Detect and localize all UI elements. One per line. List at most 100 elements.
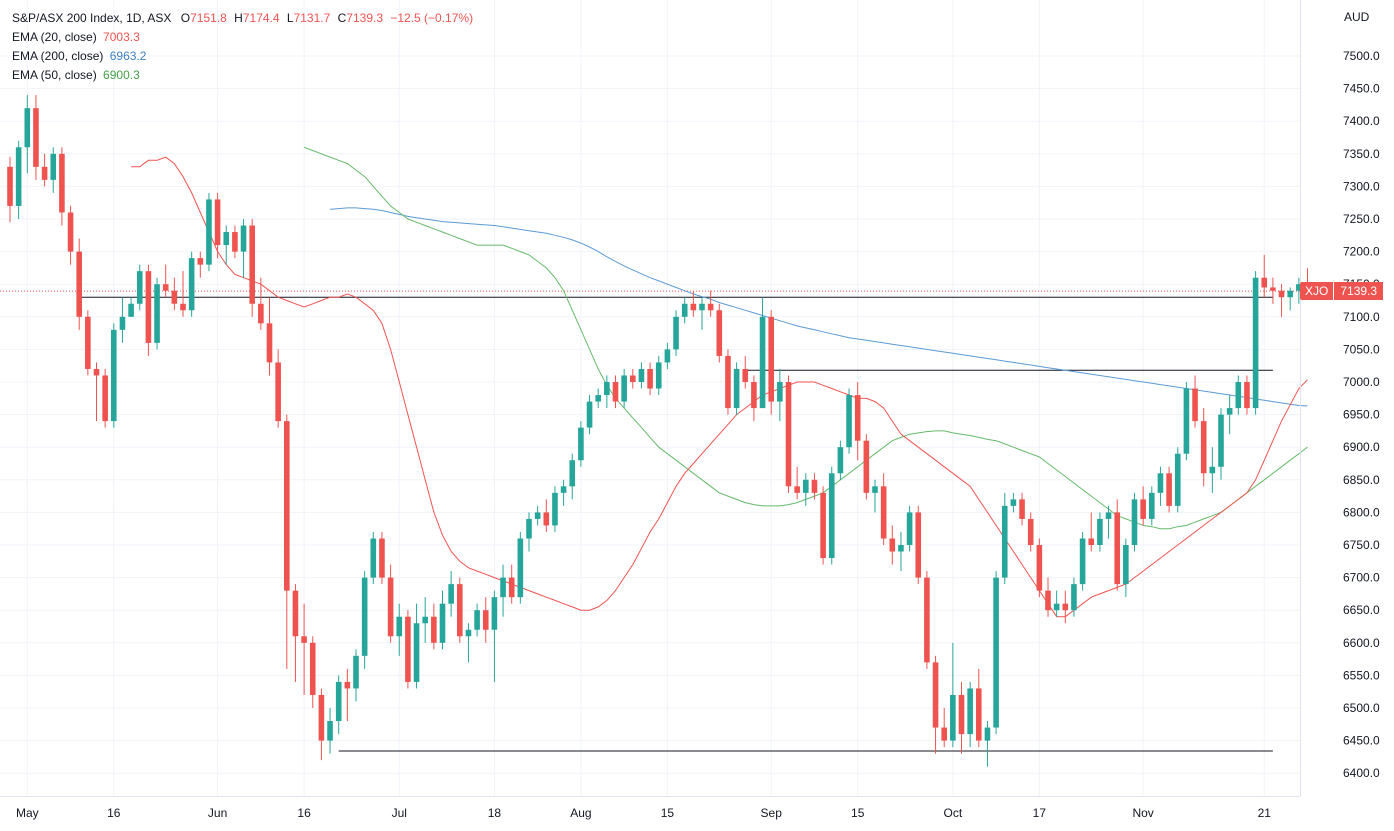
price-tick-label: 6450.0	[1343, 734, 1380, 748]
candle	[785, 375, 792, 493]
candle-body	[612, 382, 619, 402]
candle	[1209, 447, 1216, 493]
candle	[465, 623, 472, 663]
candle-body	[275, 362, 281, 422]
candle-body	[1027, 518, 1034, 545]
price-tick-label: 6800.0	[1343, 505, 1380, 519]
price-tick-label: 6600.0	[1343, 636, 1380, 650]
candle-body	[742, 368, 749, 382]
candle-body	[803, 479, 809, 493]
candle	[1053, 590, 1060, 617]
candle-body	[482, 610, 489, 630]
legend-ema20-row[interactable]: EMA (20, close) 7003.3	[12, 28, 473, 47]
candle	[76, 238, 82, 330]
candle	[1270, 277, 1276, 304]
candle	[707, 290, 714, 317]
time-tick-label: Nov	[1132, 806, 1153, 820]
legend-title: S&P/ASX 200 Index, 1D, ASX	[12, 11, 172, 25]
candle-body	[820, 492, 826, 559]
candle	[941, 708, 947, 748]
candle-body	[344, 681, 351, 689]
candle	[1027, 512, 1034, 552]
candle-body	[1131, 499, 1138, 545]
legend-close: 7139.3	[346, 11, 383, 25]
candle	[794, 466, 800, 500]
candle	[344, 668, 351, 722]
candle	[335, 675, 342, 735]
price-tick-label: 6650.0	[1343, 603, 1380, 617]
currency-label[interactable]: AUD	[1344, 10, 1370, 24]
candle-body	[1157, 473, 1164, 493]
candle-body	[266, 323, 273, 363]
candle-body	[1045, 590, 1051, 611]
candle-body	[500, 577, 506, 598]
candle-body	[508, 577, 515, 598]
time-tick-label: 16	[297, 806, 311, 820]
candle-body	[162, 284, 169, 291]
candle	[249, 219, 255, 317]
candle-body	[1079, 538, 1086, 585]
time-tick-label: 15	[851, 806, 865, 820]
legend-ema200-row[interactable]: EMA (200, close) 6963.2	[12, 47, 473, 66]
legend-high: 7174.4	[242, 11, 280, 25]
candle-body	[768, 316, 774, 402]
candle-body	[716, 310, 723, 356]
candle	[664, 342, 671, 369]
candle-body	[1105, 512, 1112, 519]
candle	[612, 375, 619, 409]
candle	[552, 486, 558, 532]
candle	[1261, 254, 1268, 298]
candle-body	[1278, 290, 1285, 298]
candle	[1218, 408, 1224, 480]
candle-body	[136, 271, 143, 304]
ema50-line	[303, 146, 1308, 530]
candle	[171, 277, 178, 311]
candle	[543, 499, 550, 532]
candle-body	[180, 303, 186, 311]
candle	[569, 453, 576, 500]
candle-body	[950, 694, 956, 741]
last-price-tag: XJO 7139.3	[1300, 282, 1384, 301]
candle-body	[396, 616, 403, 637]
candle-body	[197, 258, 204, 265]
candle	[1019, 492, 1025, 526]
candle	[491, 590, 498, 682]
candle	[266, 297, 273, 376]
candle-body	[1296, 284, 1302, 291]
candle	[1123, 538, 1129, 598]
price-tick-label: 7450.0	[1343, 82, 1380, 96]
candle-body	[1114, 512, 1120, 585]
candle-body	[119, 316, 126, 330]
candle-body	[785, 382, 792, 487]
candle	[1183, 382, 1190, 461]
candle-body	[1218, 414, 1224, 467]
candle	[275, 349, 281, 428]
candle-body	[431, 616, 437, 643]
candle	[1036, 538, 1043, 598]
legend-ema50-value: 6900.3	[103, 68, 140, 82]
candle	[803, 473, 809, 506]
candle-body	[837, 447, 844, 474]
candle	[1244, 375, 1250, 415]
candle	[136, 264, 143, 311]
candle	[595, 388, 601, 409]
candle-body	[647, 368, 653, 389]
candle	[621, 368, 627, 409]
candle	[1252, 271, 1259, 415]
candle	[958, 681, 965, 754]
candle	[292, 584, 299, 682]
price-tick-label: 7300.0	[1343, 179, 1380, 193]
candle-body	[621, 375, 627, 402]
candle	[128, 297, 134, 317]
candle	[889, 525, 896, 565]
candle-body	[284, 421, 290, 591]
candle-body	[465, 629, 472, 637]
legend-ema50-row[interactable]: EMA (50, close) 6900.3	[12, 66, 473, 85]
candle-body	[214, 199, 221, 246]
price-tick-label: 6500.0	[1343, 701, 1380, 715]
candle-body	[24, 108, 31, 148]
candle	[1045, 577, 1051, 617]
candle	[1088, 512, 1095, 552]
time-tick-label: 16	[107, 806, 121, 820]
